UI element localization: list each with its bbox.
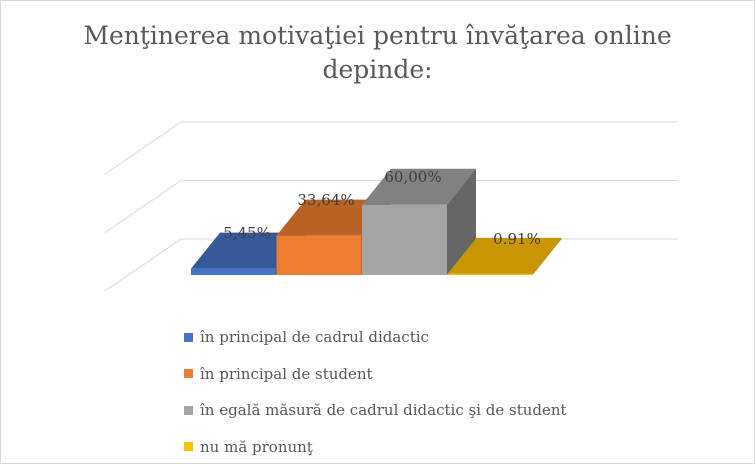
gridline-side [105, 122, 181, 174]
legend-swatch [184, 369, 193, 378]
bars [191, 169, 562, 275]
legend-label: nu mă pronunţ [200, 438, 313, 456]
bar-front [448, 274, 533, 275]
bar-front [191, 269, 276, 275]
legend-item: în egală măsură de cadrul didactic şi de… [184, 392, 567, 429]
legend-label: în egală măsură de cadrul didactic şi de… [200, 401, 567, 419]
bar-front [362, 205, 447, 275]
legend-swatch [184, 333, 193, 342]
legend-item: nu mă pronunţ [184, 429, 567, 465]
legend-label: în principal de student [200, 365, 373, 383]
legend-item: în principal de student [184, 356, 567, 393]
legend-swatch [184, 442, 193, 451]
legend-label: în principal de cadrul didactic [200, 328, 429, 346]
data-label: 0.91% [493, 230, 541, 248]
legend: în principal de cadrul didactic în princi… [184, 319, 567, 465]
data-label: 5,45% [223, 224, 271, 242]
data-label: 33,64% [297, 191, 354, 209]
legend-item: în principal de cadrul didactic [184, 319, 567, 356]
legend-swatch [184, 406, 193, 415]
data-label: 60,00% [384, 168, 441, 186]
bar-front [277, 236, 362, 275]
gridline-side [105, 181, 181, 233]
gridline-side [105, 239, 181, 291]
